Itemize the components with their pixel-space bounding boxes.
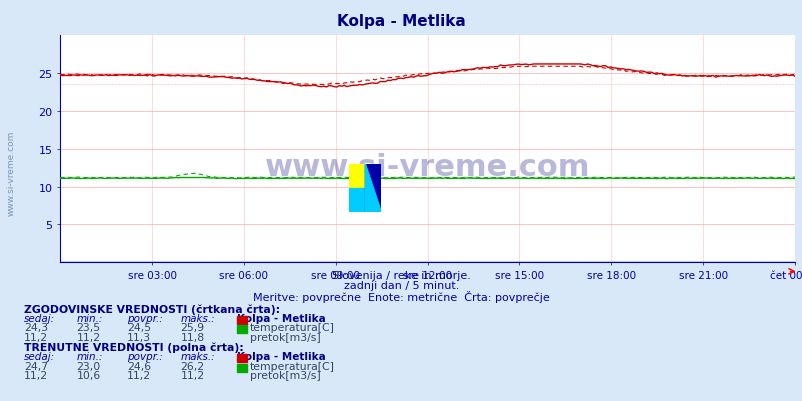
Text: 24,3: 24,3: [24, 322, 48, 332]
Text: 11,3: 11,3: [127, 332, 151, 342]
Text: www.si-vreme.com: www.si-vreme.com: [6, 130, 15, 215]
Text: 10,6: 10,6: [76, 371, 100, 381]
Text: povpr.:: povpr.:: [127, 314, 163, 324]
Text: temperatura[C]: temperatura[C]: [249, 361, 334, 371]
Text: min.:: min.:: [76, 351, 103, 361]
Text: sedaj:: sedaj:: [24, 351, 55, 361]
Text: maks.:: maks.:: [180, 314, 215, 324]
Text: 25,9: 25,9: [180, 322, 205, 332]
Text: Slovenija / reke in morje.: Slovenija / reke in morje.: [332, 271, 470, 281]
Text: www.si-vreme.com: www.si-vreme.com: [265, 153, 589, 182]
Bar: [349, 164, 365, 188]
Text: 23,5: 23,5: [76, 322, 100, 332]
Text: Meritve: povprečne  Enote: metrične  Črta: povprečje: Meritve: povprečne Enote: metrične Črta:…: [253, 291, 549, 303]
Text: min.:: min.:: [76, 314, 103, 324]
Text: 11,2: 11,2: [127, 371, 151, 381]
Text: povpr.:: povpr.:: [127, 351, 163, 361]
Text: ZGODOVINSKE VREDNOSTI (črtkana črta):: ZGODOVINSKE VREDNOSTI (črtkana črta):: [24, 304, 280, 314]
Text: 24,5: 24,5: [127, 322, 151, 332]
Text: Kolpa - Metlika: Kolpa - Metlika: [237, 314, 326, 324]
Text: 24,7: 24,7: [24, 361, 48, 371]
Text: 11,2: 11,2: [24, 371, 48, 381]
Bar: [365, 164, 381, 213]
Text: Kolpa - Metlika: Kolpa - Metlika: [237, 351, 326, 361]
Text: pretok[m3/s]: pretok[m3/s]: [249, 332, 320, 342]
Text: 11,8: 11,8: [180, 332, 205, 342]
Text: zadnji dan / 5 minut.: zadnji dan / 5 minut.: [343, 281, 459, 291]
Text: sedaj:: sedaj:: [24, 314, 55, 324]
Text: 23,0: 23,0: [76, 361, 100, 371]
Text: maks.:: maks.:: [180, 351, 215, 361]
Text: TRENUTNE VREDNOSTI (polna črta):: TRENUTNE VREDNOSTI (polna črta):: [24, 342, 244, 352]
Text: 11,2: 11,2: [24, 332, 48, 342]
Text: 11,2: 11,2: [180, 371, 205, 381]
Polygon shape: [365, 164, 381, 213]
Text: temperatura[C]: temperatura[C]: [249, 322, 334, 332]
Bar: [349, 188, 365, 213]
Text: Kolpa - Metlika: Kolpa - Metlika: [337, 14, 465, 29]
Text: 24,6: 24,6: [127, 361, 151, 371]
Text: 26,2: 26,2: [180, 361, 205, 371]
Text: pretok[m3/s]: pretok[m3/s]: [249, 371, 320, 381]
Text: 11,2: 11,2: [76, 332, 100, 342]
